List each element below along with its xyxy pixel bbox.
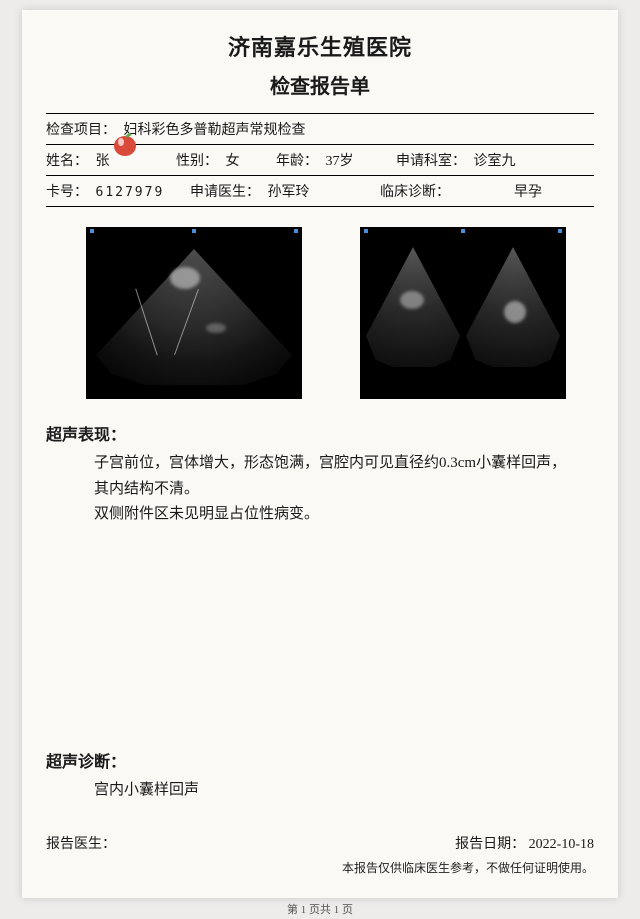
sex-label: 性别： xyxy=(176,154,218,169)
row-card: 卡号： 6127979 申请医生： 孙军玲 临床诊断： 早孕 xyxy=(46,178,594,204)
footer: 报告医生： 报告日期： 2022-10-18 本报告仅供临床医生参考，不做任何证… xyxy=(46,833,594,876)
report-doctor-label: 报告医生： xyxy=(46,833,455,853)
report-title: 检查报告单 xyxy=(46,70,594,99)
clinic-diag-label: 临床诊断： xyxy=(380,185,450,200)
hospital-name: 济南嘉乐生殖医院 xyxy=(46,30,594,62)
report-sheet: 济南嘉乐生殖医院 检查报告单 检查项目： 妇科彩色多普勒超声常规检查 姓名： 张… xyxy=(22,10,618,898)
findings-line: 其内结构不清。 xyxy=(94,477,586,503)
dept-value: 诊室九 xyxy=(474,154,516,169)
name-label: 姓名： xyxy=(46,154,88,169)
divider xyxy=(46,206,594,207)
card-value: 6127979 xyxy=(96,185,165,200)
page-indicator: 第 1 页共 1 页 xyxy=(0,901,640,917)
report-date-value: 2022-10-18 xyxy=(529,837,594,852)
name-value: 张 xyxy=(96,154,110,169)
diagnosis-text: 宫内小囊样回声 xyxy=(46,778,594,799)
ultrasound-image-1 xyxy=(86,227,302,399)
findings-heading: 超声表现： xyxy=(46,421,594,445)
req-doc-label: 申请医生： xyxy=(190,185,260,200)
exam-item-value: 妇科彩色多普勒超声常规检查 xyxy=(124,123,306,138)
exam-item-label: 检查项目： xyxy=(46,123,116,138)
age-label: 年龄： xyxy=(276,154,318,169)
age-value: 37岁 xyxy=(326,154,354,169)
clinic-diag-value: 早孕 xyxy=(514,185,542,200)
diagnosis-block: 超声诊断： 宫内小囊样回声 xyxy=(46,748,594,799)
findings-line: 双侧附件区未见明显占位性病变。 xyxy=(94,502,586,528)
ultrasound-images xyxy=(46,209,594,407)
card-label: 卡号： xyxy=(46,185,88,200)
disclaimer: 本报告仅供临床医生参考，不做任何证明使用。 xyxy=(46,859,594,876)
findings-line: 子宫前位，宫体增大，形态饱满，宫腔内可见直径约0.3cm小囊样回声， xyxy=(94,451,586,477)
divider xyxy=(46,113,594,114)
sex-value: 女 xyxy=(226,154,240,169)
diagnosis-heading: 超声诊断： xyxy=(46,748,594,772)
dept-label: 申请科室： xyxy=(396,154,466,169)
ultrasound-image-2 xyxy=(360,227,566,399)
req-doc-value: 孙军玲 xyxy=(268,185,310,200)
report-date-label: 报告日期： xyxy=(455,837,525,852)
apple-sticker-icon xyxy=(110,128,140,158)
findings-text: 子宫前位，宫体增大，形态饱满，宫腔内可见直径约0.3cm小囊样回声， 其内结构不… xyxy=(46,451,594,528)
divider xyxy=(46,175,594,176)
